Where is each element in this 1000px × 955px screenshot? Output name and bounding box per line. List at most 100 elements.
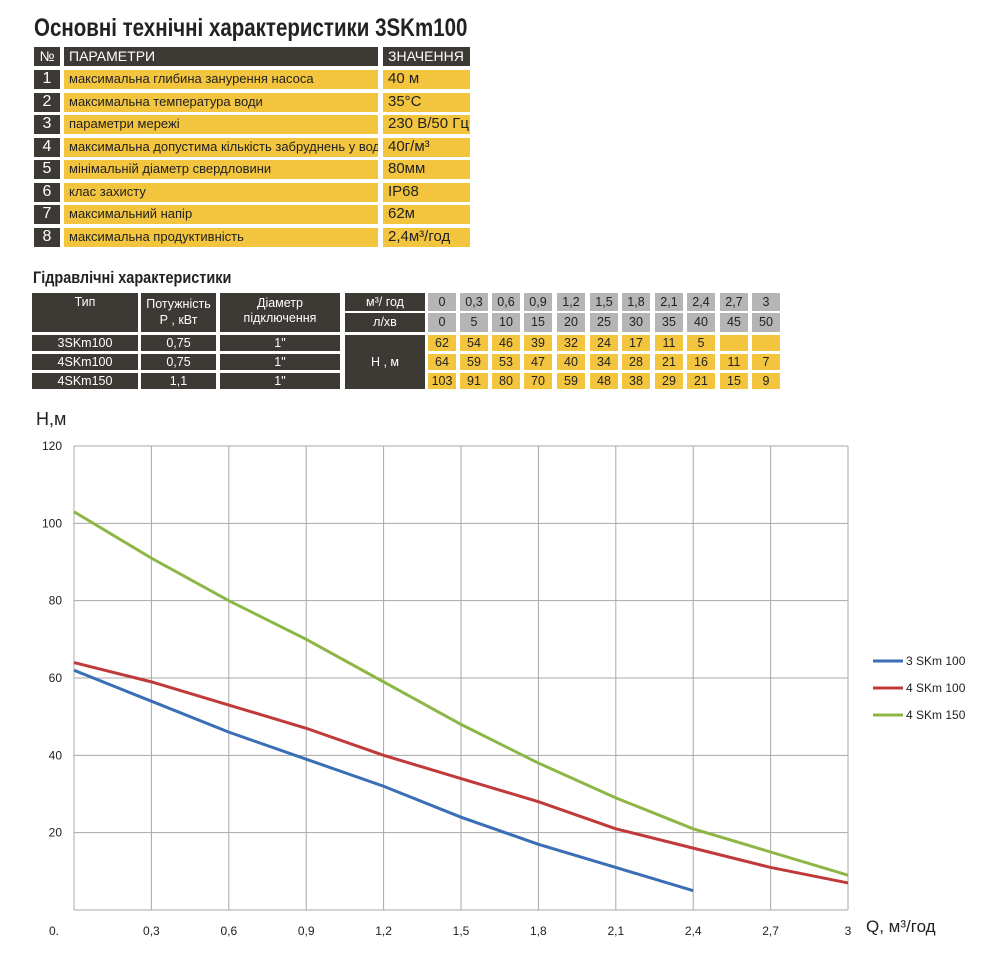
header-diam-line2: підключення — [243, 311, 317, 325]
y-tick-label: 60 — [49, 671, 63, 685]
flow-l-cell: 30 — [622, 313, 650, 332]
x-tick-label: 2,7 — [762, 924, 779, 938]
header-param: ПАРАМЕТРИ — [64, 47, 378, 66]
header-flow-m3: м³/ год — [345, 293, 425, 311]
y-tick-label: 80 — [49, 594, 63, 608]
flow-m3-cell: 0,6 — [492, 293, 520, 311]
header-diam-line1: Діаметр — [256, 296, 303, 310]
series-line-1 — [73, 661, 849, 885]
row-type: 3SKm100 — [32, 335, 138, 351]
row-num: 2 — [34, 92, 60, 112]
x-tick-label: 0,3 — [143, 924, 160, 938]
header-type: Тип — [32, 293, 138, 332]
head-cell: 54 — [460, 335, 488, 351]
head-cell: 32 — [557, 335, 585, 351]
header-num: № — [34, 47, 60, 66]
head-cell: 48 — [590, 373, 618, 389]
row-type: 4SKm150 — [32, 373, 138, 389]
hydraulic-title: Гідравлічні характеристики — [33, 268, 232, 287]
row-diameter: 1" — [220, 354, 340, 370]
x-tick-label: 3 — [845, 924, 852, 938]
head-cell: 91 — [460, 373, 488, 389]
head-cell: 21 — [655, 354, 683, 370]
row-param: максимальна температура води — [64, 92, 378, 112]
row-num: 5 — [34, 160, 60, 179]
header-power-line2: Р , кВт — [159, 313, 198, 327]
header-flow-l: л/хв — [345, 313, 425, 332]
row-value: 2,4м³/год — [383, 227, 470, 247]
row-value: IP68 — [383, 182, 470, 202]
series-line-0 — [73, 668, 694, 893]
x-tick-label: 0,9 — [298, 924, 315, 938]
row-num: 8 — [34, 227, 60, 247]
y-tick-label: 120 — [42, 439, 62, 453]
x-tick-label: 1,5 — [453, 924, 470, 938]
row-param: максимальна продуктивність — [64, 227, 378, 247]
flow-l-cell: 0 — [428, 313, 456, 332]
head-cell: 53 — [492, 354, 520, 370]
row-num: 6 — [34, 182, 60, 202]
header-diameter: Діаметр підключення — [220, 293, 340, 332]
head-cell — [720, 335, 748, 351]
head-cell: 16 — [687, 354, 715, 370]
x-tick-label: 1,2 — [375, 924, 392, 938]
head-cell: 11 — [720, 354, 748, 370]
head-cell: 7 — [752, 354, 780, 370]
head-cell: 70 — [524, 373, 552, 389]
head-cell: 11 — [655, 335, 683, 351]
series-line-2 — [73, 510, 849, 877]
row-value: 62м — [383, 205, 470, 224]
row-param: максимальна допустима кількість забрудне… — [64, 137, 378, 157]
header-power-line1: Потужність — [146, 297, 211, 311]
row-num: 3 — [34, 115, 60, 134]
flow-l-cell: 50 — [752, 313, 780, 332]
head-cell: 40 — [557, 354, 585, 370]
y-axis-label: Н,м — [36, 409, 66, 429]
x-tick-label: 0,6 — [220, 924, 237, 938]
legend-label: 3 SKm 100 — [906, 654, 966, 668]
flow-l-cell: 45 — [720, 313, 748, 332]
flow-l-cell: 10 — [492, 313, 520, 332]
x-tick-label: 1,8 — [530, 924, 547, 938]
row-num: 1 — [34, 70, 60, 89]
row-value: 40 м — [383, 70, 470, 89]
flow-m3-cell: 0 — [428, 293, 456, 311]
y-tick-label: 40 — [49, 748, 63, 762]
flow-m3-cell: 3 — [752, 293, 780, 311]
row-power: 1,1 — [141, 373, 216, 389]
page-title: Основні технічні характеристики 3SKm100 — [34, 14, 468, 42]
row-power: 0,75 — [141, 335, 216, 351]
legend-label: 4 SKm 100 — [906, 681, 966, 695]
y-tick-label: 100 — [42, 516, 62, 530]
flow-m3-cell: 2,7 — [720, 293, 748, 311]
row-param: параметри мережі — [64, 115, 378, 134]
flow-l-cell: 25 — [590, 313, 618, 332]
head-cell: 5 — [687, 335, 715, 351]
head-cell: 59 — [460, 354, 488, 370]
row-param: максимальний напір — [64, 205, 378, 224]
row-num: 4 — [34, 137, 60, 157]
row-param: клас захисту — [64, 182, 378, 202]
head-cell: 21 — [687, 373, 715, 389]
row-param: мінімальній діаметр свердловини — [64, 160, 378, 179]
row-diameter: 1" — [220, 335, 340, 351]
head-cell: 103 — [428, 373, 456, 389]
x-tick-label: 2,1 — [607, 924, 624, 938]
head-cell: 9 — [752, 373, 780, 389]
head-cell: 34 — [590, 354, 618, 370]
row-type: 4SKm100 — [32, 354, 138, 370]
header-power: Потужність Р , кВт — [141, 293, 216, 332]
x-tick-label: 0. — [49, 924, 59, 938]
flow-m3-cell: 1,8 — [622, 293, 650, 311]
row-diameter: 1" — [220, 373, 340, 389]
y-tick-label: 20 — [49, 826, 63, 840]
row-value: 230 В/50 Гц — [383, 115, 470, 134]
row-value: 80мм — [383, 160, 470, 179]
flow-l-cell: 20 — [557, 313, 585, 332]
head-cell: 17 — [622, 335, 650, 351]
flow-m3-cell: 0,9 — [524, 293, 552, 311]
header-value: ЗНАЧЕННЯ — [383, 47, 470, 66]
row-value: 40г/м³ — [383, 137, 470, 157]
